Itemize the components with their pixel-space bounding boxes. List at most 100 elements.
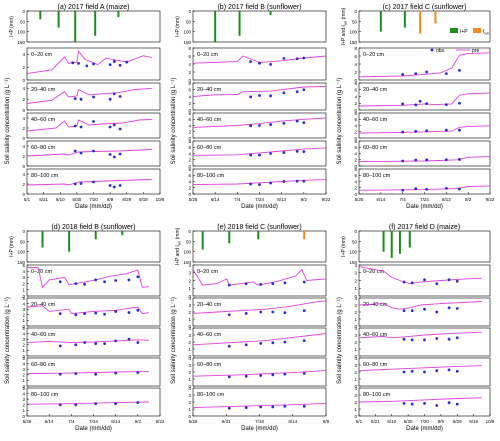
layer-tick-label: 5 [22,356,25,361]
layer-tick-label: 6 [354,145,357,150]
observed-point [401,73,405,76]
layer-tick-label: 0 [188,108,191,113]
predicted-line [192,300,327,314]
layer-tick-label: 3 [22,337,25,342]
layer-tick-label: 2 [188,158,191,163]
observed-point [73,124,77,128]
observed-point [402,402,406,405]
layer-20-40: 0 2 46 8 20–40 cm [188,81,327,113]
irrigation-bar [238,11,241,36]
x-tick-label: 5/25 [189,419,198,424]
observed-point [103,280,106,284]
layer-tick-label: 4 [354,62,357,67]
irrigation-bar [403,11,406,28]
observed-point [401,130,405,134]
layer-tick-label: 3 [188,363,191,368]
observed-point [435,369,439,372]
layer-tick-label: 0 [188,414,191,419]
predicted-line [358,365,482,372]
layer-tick-label: 0 [354,192,357,197]
x-axis-label: Date (mm/dd) [241,204,278,210]
observed-point [402,337,406,341]
layer-tick-label: 6 [188,173,191,178]
layer-label: 0–20 cm [197,269,219,275]
layer-tick-label: 4 [188,151,191,156]
layer-tick-label: 2 [354,400,357,405]
predicted-line [358,92,491,107]
layer-tick-label: 1 [22,348,25,353]
layer-tick-label: 2 [22,65,25,70]
layer-tick-label: 0 [188,164,191,169]
observed-point [103,312,106,316]
observed-point [458,69,461,72]
observed-point [302,56,306,60]
layer-tick-label: 6 [188,88,191,93]
x-tick-label: 8/29 [122,197,131,202]
irrigation-bar [39,11,42,20]
observed-point [94,402,98,406]
irrigation-bar [74,11,77,42]
layer-tick-label: 5 [22,326,25,331]
layer-axis-frame [26,327,161,357]
observed-point [94,342,98,346]
observed-point [410,402,414,406]
layer-tick-label: 0 [354,324,357,329]
layer-tick-label: 4 [188,94,191,99]
layer-tick-label: 3 [354,363,357,368]
observed-point [447,401,451,405]
x-tick-label: 7/20 [89,197,98,202]
layer-axis-frame [26,357,161,387]
observed-point [258,124,261,127]
observed-point [58,403,62,407]
x-tick-label: 6/30 [404,419,413,424]
layer-tick-label: 2 [188,101,191,106]
layer-tick-label: 0 [22,192,25,197]
layer-label: 80–100 cm [363,173,391,179]
predicted-line [192,370,327,377]
layer-tick-label: 0 [22,324,25,329]
observed-point [58,372,62,376]
observed-point [282,121,286,125]
layer-label: 80–100 cm [31,173,59,179]
layer-tick-label: 3 [354,333,357,338]
layer-tick-label: 4 [22,86,25,91]
layer-tick-label: 0 [22,384,25,389]
observed-point [271,341,275,345]
layer-label: 40–60 cm [363,117,388,123]
layer-tick-label: 4 [354,263,357,268]
x-tick-label: 5/21 [39,197,48,202]
panel-title: (c) 2017 field C (sunflower) [382,4,466,11]
layer-tick-label: 1 [22,288,25,293]
x-tick-label: 8/13 [111,419,120,424]
irrigation-bar [257,231,260,240]
layer-label: 0–20 cm [197,52,219,58]
x-tick-label: 7/24 [89,419,98,424]
layer-tick-label: 4 [188,296,191,301]
predicted-line [26,401,149,405]
predicted-line [26,87,152,104]
observed-point [402,370,406,374]
layer-label: 40–60 cm [31,117,56,123]
x-tick-label: 9/2 [301,197,308,202]
bar-tick-label: 50 [20,19,26,24]
observed-point [249,153,253,157]
observed-point [94,311,98,315]
observed-point [269,152,272,155]
layer-tick-label: 1 [188,286,191,291]
predicted-line [358,397,482,403]
y-axis-label: Soil salinity concentration (g L⁻¹) [171,78,177,165]
bar-tick-label: 150 [349,40,357,45]
bar-tick-label: 150 [17,260,25,265]
x-tick-label: 10/8 [156,197,165,202]
observed-point [401,159,405,163]
irrigation-bar [214,11,217,42]
layer-tick-label: 0 [354,136,357,141]
observed-point [401,188,405,192]
observed-point [136,401,140,404]
x-tick-label: 8/9 [107,197,114,202]
bar-axis-frame [26,230,161,263]
observed-point [227,344,231,348]
observed-point [73,149,77,153]
